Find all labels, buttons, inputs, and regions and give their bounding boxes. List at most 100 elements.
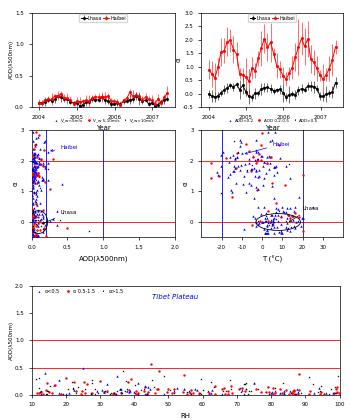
Point [32, 155, 37, 162]
Point [296, 194, 302, 200]
Point [254, 155, 260, 162]
Point [29, 154, 35, 161]
Point [322, 391, 327, 397]
Point [41, 162, 46, 169]
Point [243, 386, 248, 392]
Point [31, 160, 37, 167]
Point [282, 182, 287, 189]
Point [35, 177, 41, 184]
Point [45, 176, 50, 183]
Point [242, 173, 247, 180]
Point [123, 378, 129, 384]
Point [34, 153, 39, 160]
Point [32, 180, 38, 187]
Point [273, 209, 279, 215]
Point [248, 165, 254, 172]
Point [42, 222, 48, 228]
Point [32, 158, 38, 164]
Point [30, 188, 35, 195]
Point [198, 390, 204, 397]
Point [33, 154, 38, 160]
Point [270, 182, 275, 189]
Point [34, 211, 40, 218]
Point [104, 388, 110, 395]
Point [215, 168, 220, 175]
Point [34, 160, 39, 166]
Point [266, 218, 271, 225]
Point [254, 168, 259, 175]
Point [237, 167, 243, 173]
Point [33, 230, 39, 237]
Point [270, 219, 276, 226]
Point [284, 220, 289, 226]
Point [30, 168, 35, 174]
Point [80, 364, 86, 371]
Point [283, 209, 289, 215]
Point [223, 155, 229, 162]
Point [142, 383, 147, 390]
Point [37, 160, 43, 167]
Point [48, 218, 53, 224]
Point [63, 390, 69, 397]
Point [30, 200, 36, 207]
Point [122, 388, 128, 395]
Point [279, 220, 284, 227]
Point [265, 226, 270, 233]
Point [54, 207, 60, 214]
Point [293, 225, 298, 231]
Point [38, 155, 43, 162]
Point [246, 180, 251, 187]
Point [253, 160, 259, 166]
Point [271, 223, 277, 230]
Point [245, 391, 251, 398]
Point [40, 176, 46, 182]
Point [30, 195, 36, 202]
Point [30, 165, 35, 171]
Point [251, 380, 257, 386]
Point [263, 388, 269, 395]
Point [33, 232, 39, 239]
Point [223, 391, 228, 397]
Point [286, 211, 291, 218]
Point [242, 387, 248, 394]
Point [86, 228, 92, 234]
Point [296, 387, 302, 394]
Y-axis label: AOD(λ500nm): AOD(λ500nm) [9, 320, 14, 360]
Point [29, 224, 35, 231]
Point [42, 165, 48, 171]
Point [30, 228, 36, 235]
Point [97, 378, 103, 385]
Point [334, 389, 340, 396]
Point [58, 391, 64, 397]
Point [187, 387, 192, 394]
Point [32, 150, 37, 156]
Point [32, 158, 37, 165]
Point [242, 391, 247, 398]
Point [263, 210, 269, 217]
Point [30, 209, 36, 215]
Point [188, 386, 194, 393]
Point [30, 216, 36, 223]
Point [261, 204, 267, 210]
Point [30, 173, 35, 180]
Point [271, 172, 277, 179]
Point [200, 387, 205, 394]
Point [246, 147, 252, 154]
Point [250, 222, 255, 228]
Point [94, 388, 100, 394]
Point [188, 390, 193, 396]
Point [30, 173, 35, 179]
Point [32, 219, 37, 226]
Point [279, 203, 285, 210]
Point [150, 377, 155, 383]
Point [32, 173, 37, 180]
Point [31, 224, 37, 231]
Point [268, 154, 274, 161]
Point [256, 220, 262, 226]
Point [126, 389, 132, 396]
Point [41, 224, 47, 231]
Point [32, 167, 37, 173]
Point [208, 389, 214, 396]
Point [264, 154, 270, 160]
Point [58, 391, 64, 397]
